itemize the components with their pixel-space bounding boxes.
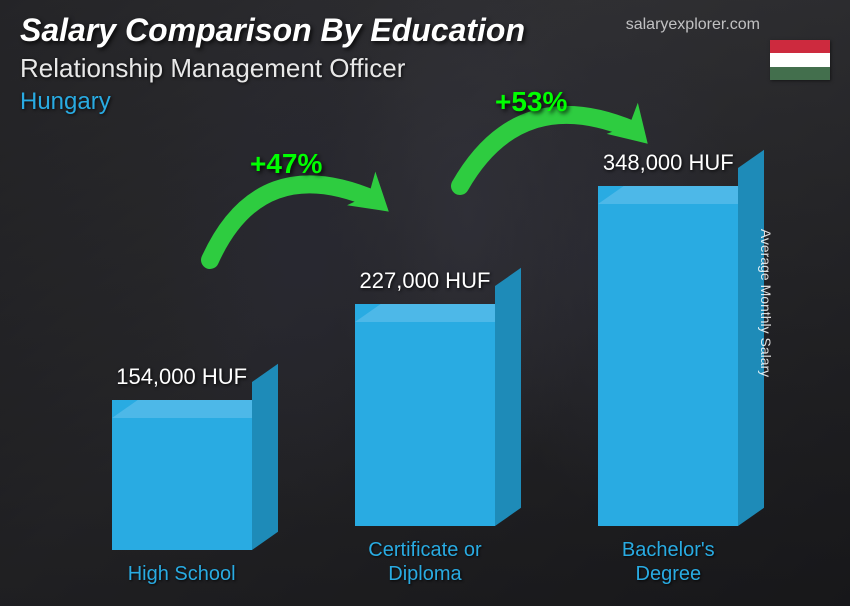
flag-stripe-bot	[770, 67, 830, 80]
bar-group: 154,000 HUF High School	[82, 364, 282, 586]
percent-increase-label: +47%	[250, 148, 322, 180]
bar-3d	[598, 186, 738, 526]
watermark-text: salaryexplorer.com	[626, 16, 760, 34]
bar-front-face	[598, 186, 738, 526]
bar-group: 227,000 HUFCertificate or Diploma	[325, 268, 525, 586]
flag-icon	[770, 40, 830, 80]
bar-category-label: High School	[128, 562, 236, 586]
bar-side-face	[495, 268, 521, 526]
bar-side-face	[252, 364, 278, 550]
bar-3d	[355, 304, 495, 526]
flag-stripe-mid	[770, 53, 830, 66]
bar-3d	[112, 400, 252, 550]
bar-category-label: Certificate or Diploma	[368, 538, 481, 586]
chart-subtitle: Relationship Management Officer	[20, 53, 830, 84]
bar-front-face	[355, 304, 495, 526]
chart-country: Hungary	[20, 88, 830, 116]
bar-chart: 154,000 HUF High School 227,000 HUFCertifi…	[60, 146, 790, 586]
bar-value-label: 154,000 HUF	[116, 364, 247, 390]
y-axis-label: Average Monthly Salary	[758, 229, 774, 377]
flag-stripe-top	[770, 40, 830, 53]
bar-category-label: Bachelor's Degree	[622, 538, 715, 586]
bar-front-face	[112, 400, 252, 550]
